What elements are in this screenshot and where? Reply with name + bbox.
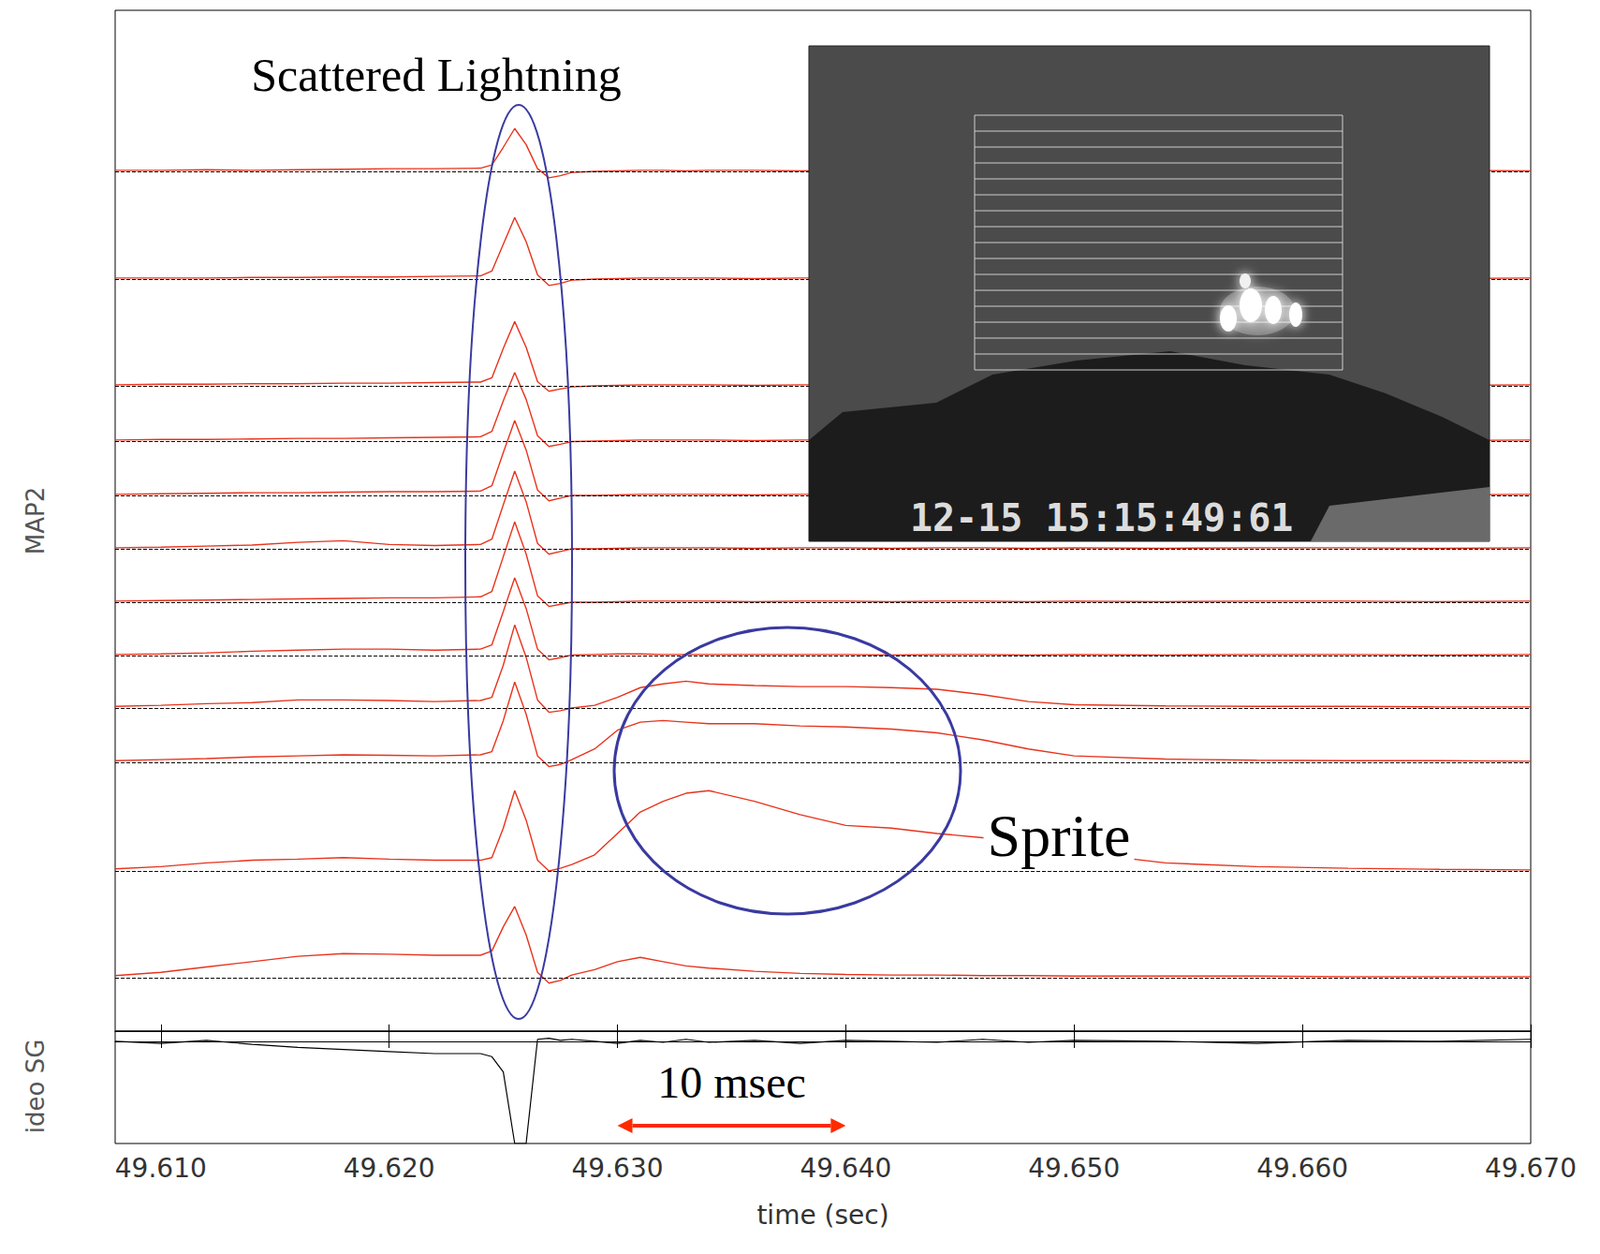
svg-text:MAP2: MAP2: [21, 486, 50, 555]
svg-text:49.630: 49.630: [572, 1152, 664, 1184]
svg-text:Sprite: Sprite: [987, 802, 1131, 869]
svg-text:49.610: 49.610: [115, 1152, 207, 1184]
svg-text:time (sec): time (sec): [756, 1199, 889, 1231]
svg-text:49.640: 49.640: [799, 1152, 892, 1184]
svg-text:ideo SG: ideo SG: [21, 1039, 50, 1134]
svg-text:49.670: 49.670: [1484, 1152, 1577, 1184]
svg-text:49.620: 49.620: [343, 1152, 436, 1184]
svg-text:49.660: 49.660: [1256, 1152, 1349, 1184]
svg-text:49.650: 49.650: [1027, 1152, 1120, 1184]
svg-text:10 msec: 10 msec: [657, 1056, 807, 1107]
svg-text:12-15 15:15:49:61: 12-15 15:15:49:61: [910, 496, 1293, 540]
svg-text:Scattered Lightning: Scattered Lightning: [250, 48, 622, 102]
